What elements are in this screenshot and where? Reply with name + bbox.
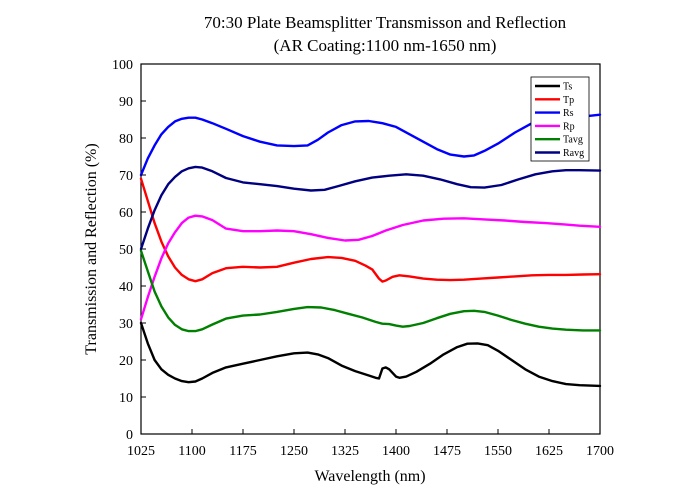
- x-axis: 1025 1100 1175 1250 1325 1400 1475 1550 1625 1700: [127, 429, 614, 459]
- y-tick-label: 90: [119, 95, 133, 110]
- legend: Ts Tp Rs Rp Tavg Ravg: [530, 76, 590, 162]
- series-line-ts: [139, 321, 602, 388]
- y-tick-label: 80: [119, 132, 133, 147]
- y-tick-label: 0: [126, 428, 133, 443]
- legend-label: Tp: [563, 95, 574, 106]
- x-tick-label: 1100: [178, 444, 205, 459]
- x-tick-label: 1250: [280, 444, 308, 459]
- legend-box: [530, 76, 590, 162]
- legend-label: Rs: [563, 108, 574, 119]
- x-tick-label: 1625: [535, 444, 563, 459]
- x-tick-label: 1325: [331, 444, 359, 459]
- y-axis: 0 10 20 30 40 50 60 70 80 90 100: [112, 58, 146, 443]
- y-tick-label: 60: [119, 206, 133, 221]
- y-tick-label: 10: [119, 391, 133, 406]
- x-tick-label: 1025: [127, 444, 155, 459]
- y-tick-label: 100: [112, 58, 133, 73]
- legend-label: Rp: [563, 121, 575, 132]
- legend-label: Tavg: [563, 135, 583, 146]
- y-tick-label: 50: [119, 243, 133, 258]
- chart-subtitle: (AR Coating:1100 nm-1650 nm): [274, 36, 497, 55]
- y-tick-label: 70: [119, 169, 133, 184]
- legend-label: Ravg: [563, 148, 584, 159]
- y-axis-label: Transmission and Reflection (%): [83, 143, 100, 354]
- y-tick-label: 20: [119, 354, 133, 369]
- x-tick-label: 1475: [433, 444, 461, 459]
- series-line-ravg: [139, 165, 602, 251]
- y-tick-label: 40: [119, 280, 133, 295]
- series-line-rp: [139, 214, 602, 321]
- series-line-tp: [139, 177, 602, 283]
- series-layer: [139, 113, 602, 388]
- x-tick-label: 1400: [382, 444, 410, 459]
- x-tick-label: 1550: [484, 444, 512, 459]
- series-line-rs: [139, 113, 602, 177]
- y-tick-label: 30: [119, 317, 133, 332]
- chart-title: 70:30 Plate Beamsplitter Transmisson and…: [204, 13, 567, 32]
- series-line-tavg: [139, 249, 602, 333]
- x-tick-label: 1175: [229, 444, 256, 459]
- legend-label: Ts: [563, 82, 572, 93]
- x-tick-label: 1700: [586, 444, 614, 459]
- x-axis-label: Wavelength (nm): [314, 468, 425, 485]
